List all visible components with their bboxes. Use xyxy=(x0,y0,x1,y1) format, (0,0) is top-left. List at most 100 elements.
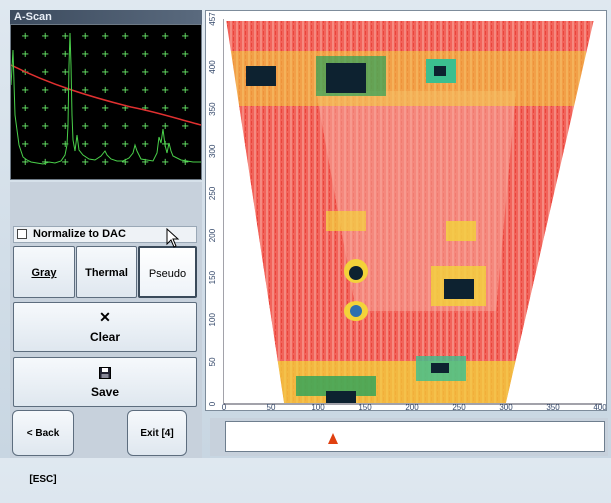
grid-marker: + xyxy=(141,49,149,60)
y-tick-label: 0 xyxy=(208,401,217,406)
grid-marker: + xyxy=(61,121,69,132)
grid-marker: + xyxy=(101,157,109,168)
y-tick-label: 350 xyxy=(208,102,217,116)
clear-label: Clear xyxy=(89,330,121,344)
x-tick-label: 200 xyxy=(405,403,419,410)
grid-marker: + xyxy=(121,67,129,78)
ascan-title: A-Scan xyxy=(10,10,202,24)
grid-marker: + xyxy=(161,31,169,42)
grid-marker: + xyxy=(101,103,109,114)
grid-marker: + xyxy=(161,49,169,60)
grid-marker: + xyxy=(141,85,149,96)
grid-marker: + xyxy=(181,139,189,150)
floppy-disk-icon xyxy=(14,364,196,380)
grid-marker: + xyxy=(181,103,189,114)
grid-marker: + xyxy=(181,157,189,168)
gray-palette-button[interactable]: Gray xyxy=(13,246,75,298)
grid-marker: + xyxy=(61,67,69,78)
scan-edge-left xyxy=(224,19,284,403)
grid-marker: + xyxy=(121,103,129,114)
back-button[interactable]: < Back [ESC] xyxy=(12,410,74,485)
x-tick-label: 250 xyxy=(452,403,466,410)
grid-marker: + xyxy=(61,31,69,42)
grid-marker: + xyxy=(101,139,109,150)
grid-marker: + xyxy=(61,103,69,114)
grid-marker: + xyxy=(41,85,49,96)
grid-marker: + xyxy=(61,157,69,168)
grid-marker: + xyxy=(121,49,129,60)
grid-marker: + xyxy=(121,121,129,132)
gray-palette-label: Gray xyxy=(31,267,57,279)
grid-marker: + xyxy=(121,139,129,150)
grid-marker: + xyxy=(61,85,69,96)
grid-marker: + xyxy=(21,85,29,96)
x-tick-label: 150 xyxy=(358,403,372,410)
save-button[interactable]: Save xyxy=(13,357,197,407)
close-icon: ✕ xyxy=(99,309,111,325)
grid-marker: + xyxy=(101,121,109,132)
grid-marker: + xyxy=(21,49,29,60)
grid-marker: + xyxy=(181,31,189,42)
grid-marker: + xyxy=(21,121,29,132)
x-tick-label: 100 xyxy=(311,403,325,410)
normalize-dac-label: Normalize to DAC xyxy=(33,228,126,240)
grid-marker: + xyxy=(121,85,129,96)
x-tick-label: 400 xyxy=(593,403,606,410)
pseudo-palette-button[interactable]: Pseudo xyxy=(138,246,197,298)
save-label: Save xyxy=(90,385,120,399)
y-tick-label: 457 xyxy=(208,12,217,26)
x-tick-label: 300 xyxy=(499,403,513,410)
y-tick-label: 200 xyxy=(208,228,217,242)
grid-marker: + xyxy=(21,157,29,168)
y-tick-label: 250 xyxy=(208,186,217,200)
ascan-grid-markers: + + + + + + + + + + + + + + + + + + + + + + + + + + + + + + + + + + + + + + + +… xyxy=(21,31,189,168)
grid-marker: + xyxy=(21,31,29,42)
grid-marker: + xyxy=(61,49,69,60)
exit-button[interactable]: Exit [4] xyxy=(127,410,187,456)
grid-marker: + xyxy=(101,49,109,60)
grid-marker: + xyxy=(141,31,149,42)
grid-marker: + xyxy=(181,49,189,60)
grid-marker: + xyxy=(161,103,169,114)
grid-marker: + xyxy=(81,157,89,168)
grid-marker: + xyxy=(121,31,129,42)
x-tick-label: 0 xyxy=(222,403,227,410)
grid-marker: + xyxy=(141,139,149,150)
ascan-trace xyxy=(11,32,201,165)
grid-marker: + xyxy=(161,67,169,78)
grid-marker: + xyxy=(41,103,49,114)
y-tick-label: 300 xyxy=(208,144,217,158)
grid-marker: + xyxy=(161,157,169,168)
thermal-palette-button[interactable]: Thermal xyxy=(76,246,137,298)
normalize-dac-row[interactable]: Normalize to DAC xyxy=(13,226,197,243)
y-tick-label: 100 xyxy=(208,313,217,327)
position-marker[interactable] xyxy=(328,433,338,444)
mouse-pointer-icon xyxy=(166,228,180,248)
grid-marker: + xyxy=(81,49,89,60)
y-tick-label: 400 xyxy=(208,60,217,74)
grid-marker: + xyxy=(141,157,149,168)
grid-marker: + xyxy=(181,67,189,78)
normalize-dac-checkbox[interactable] xyxy=(17,229,27,239)
exit-label: Exit [4] xyxy=(140,428,174,439)
grid-marker: + xyxy=(41,31,49,42)
grid-marker: + xyxy=(81,31,89,42)
clear-button[interactable]: ✕ Clear xyxy=(13,302,197,352)
position-slider[interactable] xyxy=(225,421,605,452)
ascan-plot: + + + + + + + + + + + + + + + + + + + + + + + + + + + + + + + + + + + + + + + +… xyxy=(10,24,202,180)
back-label: < Back [ESC] xyxy=(26,428,60,485)
grid-marker: + xyxy=(21,139,29,150)
grid-marker: + xyxy=(81,121,89,132)
thermal-palette-label: Thermal xyxy=(85,267,128,279)
grid-marker: + xyxy=(161,85,169,96)
grid-marker: + xyxy=(81,85,89,96)
grid-marker: + xyxy=(41,49,49,60)
y-tick-label: 50 xyxy=(208,357,217,366)
x-tick-label: 350 xyxy=(546,403,560,410)
grid-marker: + xyxy=(101,85,109,96)
scan-view[interactable]: 0 50 100 150 200 250 300 350 400 457 0 50 100 150 200… xyxy=(205,10,607,411)
grid-marker: + xyxy=(161,121,169,132)
grid-marker: + xyxy=(61,139,69,150)
grid-marker: + xyxy=(141,103,149,114)
grid-marker: + xyxy=(81,139,89,150)
